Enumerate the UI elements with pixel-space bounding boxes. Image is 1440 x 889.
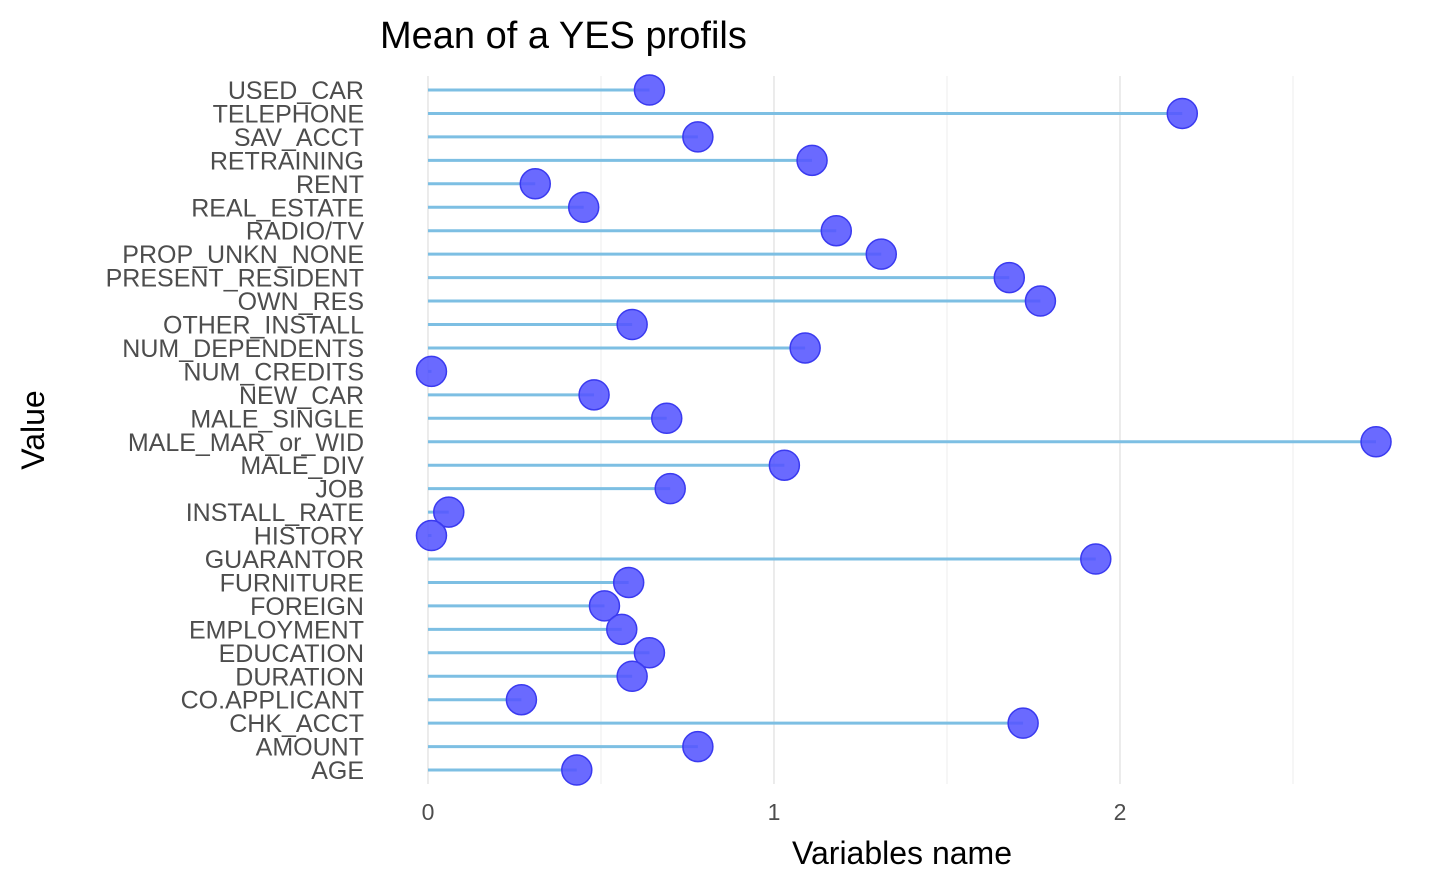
y-category-label: PROP_UNKN_NONE (122, 241, 364, 269)
lollipop-point (616, 308, 648, 341)
y-category-label: FOREIGN (250, 593, 364, 621)
lollipop-point (606, 613, 638, 646)
y-category-label: GUARANTOR (205, 546, 364, 574)
lollipop-point (796, 144, 828, 177)
x-tick-label: 1 (768, 799, 781, 825)
lollipop-point (789, 332, 821, 364)
lollipop-point (1007, 707, 1039, 739)
lollipop-point (1024, 285, 1057, 317)
y-category-label: RADIO/TV (246, 218, 364, 246)
y-category-label: NEW_CAR (239, 382, 364, 410)
x-tick-label: 0 (422, 799, 435, 825)
lollipop-point (505, 683, 538, 716)
lollipop-point (561, 754, 593, 786)
y-category-label: DURATION (235, 663, 364, 691)
y-category-label: OTHER_INSTALL (163, 312, 364, 340)
y-category-label: PRESENT_RESIDENT (106, 265, 364, 293)
y-category-label: NUM_CREDITS (183, 358, 364, 386)
lollipop-point (1360, 426, 1392, 458)
lollipop-point (519, 168, 552, 200)
lollipop-point (616, 660, 648, 692)
lollipop-point (654, 472, 686, 505)
lollipop-point (578, 379, 610, 411)
lollipop-point (1166, 97, 1199, 130)
y-category-label: EDUCATION (219, 640, 364, 668)
lollipop-point (633, 74, 666, 106)
lollipop-point (1080, 543, 1112, 575)
lollipop-point (612, 566, 645, 599)
lollipop-point (865, 238, 898, 270)
y-category-label: RETRAINING (210, 147, 364, 175)
grid-lines (427, 76, 1294, 784)
y-category-label: TELEPHONE (213, 100, 364, 128)
lollipop-point (588, 590, 621, 622)
y-category-label: MALE_MAR_or_WID (128, 429, 364, 457)
y-category-label: SAV_ACCT (234, 124, 364, 152)
lollipop-point (567, 191, 600, 223)
y-category-label: MALE_DIV (240, 452, 364, 480)
x-axis-label: Variables name (792, 835, 1012, 871)
y-category-label: NUM_DEPENDENTS (122, 335, 364, 363)
lollipop-point (768, 449, 801, 481)
chart-title: Mean of a YES profils (380, 15, 747, 57)
y-category-label: FURNITURE (220, 569, 364, 597)
lollipop-point (820, 214, 853, 247)
y-category-label: CO.APPLICANT (181, 687, 364, 715)
y-category-label: INSTALL_RATE (186, 499, 364, 527)
lollipop-points (415, 74, 1392, 786)
lollipop-stems (428, 88, 1377, 772)
y-category-label: AGE (311, 757, 364, 785)
lollipop-point (682, 121, 714, 153)
y-category-label: EMPLOYMENT (189, 616, 364, 644)
y-axis-label: Value (15, 390, 51, 469)
y-category-label: USED_CAR (228, 77, 364, 105)
y-category-labels: USED_CARTELEPHONESAV_ACCTRETRAININGRENTR… (106, 77, 365, 785)
y-category-label: REAL_ESTATE (191, 194, 364, 222)
x-tick-labels: 0 1 2 (422, 799, 1127, 825)
lollipop-point (433, 496, 465, 528)
x-tick-label: 2 (1114, 799, 1127, 825)
y-category-label: AMOUNT (256, 734, 364, 762)
y-category-label: JOB (315, 476, 364, 504)
y-category-label: MALE_SINGLE (190, 405, 364, 433)
y-category-label: OWN_RES (238, 288, 364, 316)
lollipop-point (415, 355, 448, 388)
y-category-label: CHK_ACCT (229, 710, 364, 738)
lollipop-point (650, 402, 683, 435)
y-category-label: HISTORY (254, 523, 365, 551)
lollipop-point (415, 519, 448, 552)
y-category-label: RENT (296, 171, 364, 199)
lollipop-point (682, 730, 714, 763)
lollipop-point (633, 637, 666, 669)
lollipop-point (993, 261, 1026, 294)
